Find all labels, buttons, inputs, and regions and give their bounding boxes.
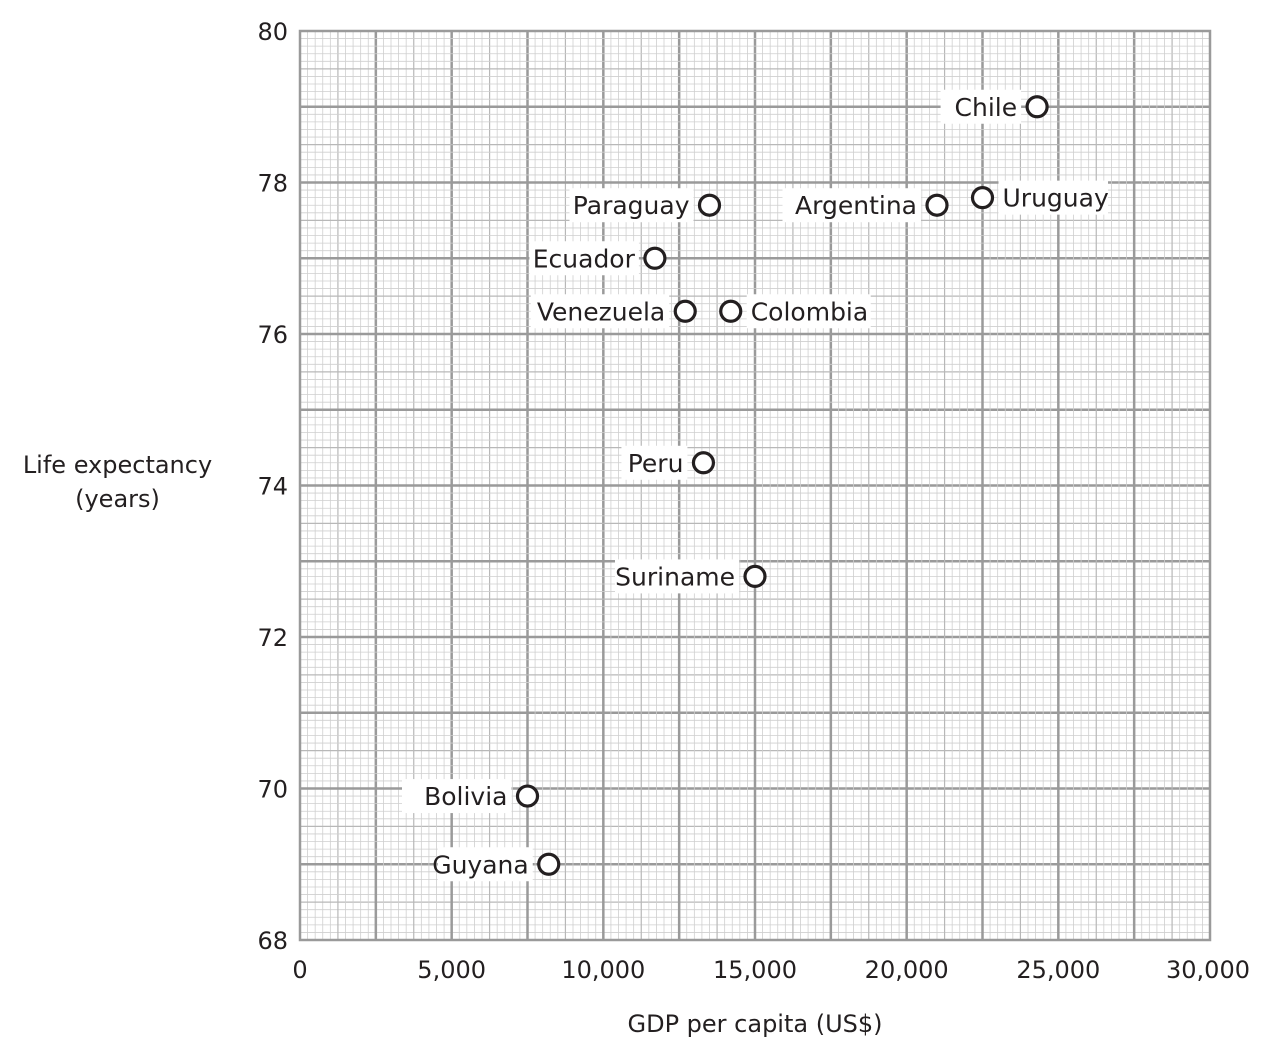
point-label: Chile xyxy=(955,93,1018,122)
x-tick-label: 0 xyxy=(292,956,307,984)
point-label-background xyxy=(530,294,670,329)
data-point-marker xyxy=(537,852,561,876)
data-point-marker xyxy=(925,193,949,217)
x-tick-label: 15,000 xyxy=(713,956,797,984)
data-points: Chile Uruguay Argentina Paraguay Ecuador Vene… xyxy=(402,89,1109,882)
point-label-background xyxy=(615,559,739,594)
point-label: Colombia xyxy=(751,297,868,326)
point-label: Guyana xyxy=(432,850,529,879)
data-point-group: Guyana xyxy=(432,847,561,882)
data-point-marker xyxy=(719,299,743,323)
data-point-group: Venezuela xyxy=(530,294,697,329)
data-point-group: Suriname xyxy=(615,559,767,594)
data-point-marker xyxy=(1025,95,1049,119)
data-point-group: Colombia xyxy=(719,294,871,329)
point-label: Paraguay xyxy=(573,191,690,220)
data-point-group: Uruguay xyxy=(970,180,1109,215)
data-point-group: Peru xyxy=(621,445,716,480)
x-tick-label: 10,000 xyxy=(561,956,645,984)
data-point-marker xyxy=(697,193,722,217)
y-tick-label: 74 xyxy=(257,473,288,501)
point-label-background xyxy=(402,779,512,814)
data-point-group: Bolivia xyxy=(402,779,540,814)
data-point-group: Ecuador xyxy=(529,241,667,276)
data-point-group: Paraguay xyxy=(569,188,722,223)
plot-frame xyxy=(298,29,1212,942)
data-point-marker xyxy=(643,246,667,270)
point-label-background xyxy=(782,188,921,223)
point-label: Ecuador xyxy=(533,244,636,273)
point-label-background xyxy=(940,89,1022,124)
y-tick-label: 78 xyxy=(257,170,288,198)
data-point-marker xyxy=(673,299,697,323)
x-tick-label: 30,000 xyxy=(1166,956,1250,984)
point-label-background xyxy=(621,445,688,480)
point-label: Bolivia xyxy=(424,782,507,811)
y-tick-label: 72 xyxy=(257,624,288,652)
y-axis-label-line-1: Life expectancy xyxy=(22,451,213,479)
x-tick-labels: 0 5,000 10,000 15,000 20,000 25,000 30,000 xyxy=(292,956,1250,984)
point-label-background xyxy=(746,294,871,329)
point-label-background xyxy=(569,188,694,223)
data-point-group: Chile xyxy=(940,89,1049,124)
point-label: Peru xyxy=(628,449,684,478)
y-axis-label: Life expectancy (years) xyxy=(0,448,235,516)
point-label-background xyxy=(998,180,1108,215)
data-point-marker xyxy=(743,564,767,589)
point-label-background xyxy=(529,241,639,276)
x-tick-label: 5,000 xyxy=(417,956,486,984)
y-axis-label-line-2: (years) xyxy=(75,485,160,513)
y-tick-label: 70 xyxy=(257,776,288,804)
y-tick-label: 76 xyxy=(257,321,288,349)
x-tick-label: 20,000 xyxy=(865,956,949,984)
data-point-marker xyxy=(515,784,540,808)
x-tick-label: 25,000 xyxy=(1016,956,1100,984)
point-label: Venezuela xyxy=(537,297,665,326)
x-axis-label: GDP per capita (US$) xyxy=(627,1010,883,1038)
y-tick-label: 80 xyxy=(257,18,288,46)
point-label: Suriname xyxy=(615,562,735,591)
y-tick-labels: 68 70 72 74 76 78 80 xyxy=(257,18,288,955)
point-label: Uruguay xyxy=(1003,184,1109,213)
point-label-background xyxy=(437,847,533,882)
point-label: Argentina xyxy=(795,191,917,220)
y-tick-label: 68 xyxy=(257,927,288,955)
data-point-marker xyxy=(970,186,995,210)
data-point-marker xyxy=(691,451,716,475)
data-point-group: Argentina xyxy=(782,188,949,223)
